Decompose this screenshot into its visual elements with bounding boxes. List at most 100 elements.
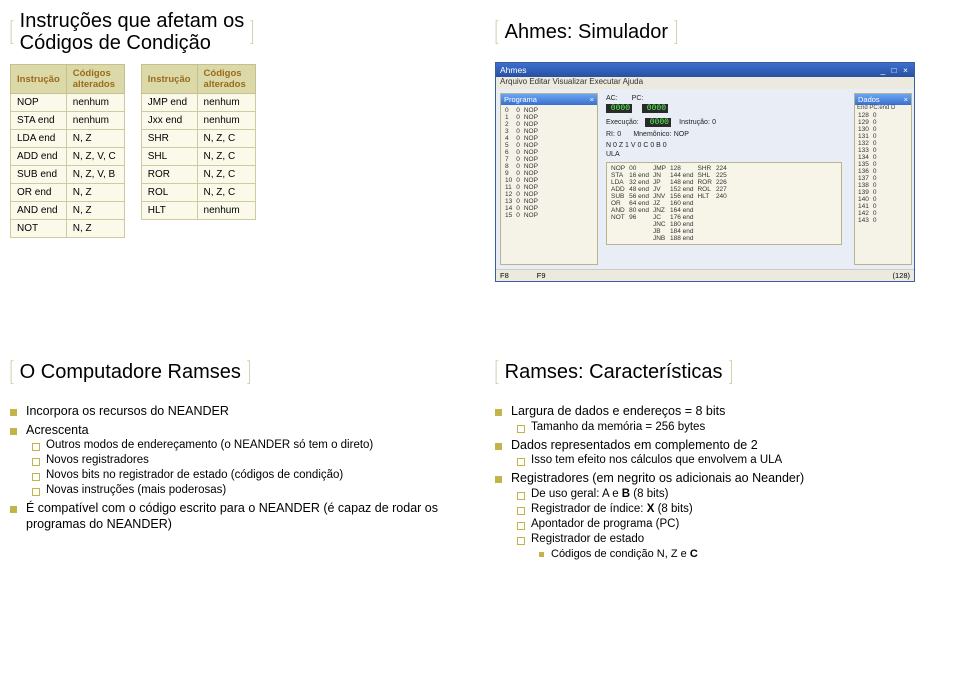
table-cell: NOP <box>522 163 540 170</box>
dados-list[interactable]: 1280129013001310132013301340135013601370… <box>856 112 878 224</box>
table-cell: JMP end <box>141 94 197 112</box>
table-cell: 128 <box>856 112 871 119</box>
table-cell: 0 <box>514 107 522 114</box>
table-cell <box>714 214 729 221</box>
table-cell: ADD end <box>11 148 67 166</box>
table-cond-2: Instrução Códigos alterados JMP endnenhu… <box>141 64 256 220</box>
table-cell: LDA end <box>11 130 67 148</box>
q4-b3c: Apontador de programa (PC) <box>517 517 955 532</box>
table-cell: 148 end <box>668 179 696 186</box>
table-cell <box>627 221 651 228</box>
lbl-instr: Instrução: <box>679 119 710 126</box>
table-cell: SHR <box>695 165 713 172</box>
th-cod2: Códigos alterados <box>197 65 255 94</box>
table-cell <box>714 221 729 228</box>
table-cell: 0 <box>514 205 522 212</box>
table-cell: 128 <box>668 165 696 172</box>
slide-ramses-char: [ Ramses: Características ] Largura de d… <box>495 348 955 668</box>
table-cell: Jxx end <box>141 112 197 130</box>
table-cell: NOP <box>609 165 627 172</box>
list-q4: Largura de dados e endereços = 8 bits Ta… <box>495 404 955 561</box>
table-cell: NOP <box>522 107 540 114</box>
table-cell: NOP <box>522 135 540 142</box>
table-cell: N, Z, C <box>197 130 255 148</box>
table-cell <box>627 235 651 242</box>
table-cell <box>609 235 627 242</box>
table-cell <box>695 228 713 235</box>
q4-b3: Registradores (em negrito os adicionais … <box>495 471 955 561</box>
table-cell: 132 <box>856 140 871 147</box>
foot-f8[interactable]: F8 <box>500 271 509 280</box>
heading-q1: [ Instruções que afetam os Códigos de Co… <box>10 8 470 56</box>
table-cell: 0 <box>514 128 522 135</box>
table-cell: N, Z, C <box>197 148 255 166</box>
table-cell: ADD <box>609 186 627 193</box>
table-cell <box>695 235 713 242</box>
table-cell: 227 <box>714 186 729 193</box>
table-cell: 0 <box>871 112 879 119</box>
list-q3: Incorpora os recursos do NEANDER Acresce… <box>10 404 470 532</box>
title-q1: Instruções que afetam os Códigos de Cond… <box>20 10 245 54</box>
table-cell: 0 <box>871 161 879 168</box>
dados-head: End PC:end D <box>855 105 911 111</box>
table-cell: OR end <box>11 184 67 202</box>
table-cell: 7 <box>503 156 514 163</box>
table-cell: NOP <box>11 94 67 112</box>
q3-b2c: Novos bits no registrador de estado (cód… <box>32 468 470 483</box>
val-mnem: NOP <box>674 131 689 138</box>
table-cell: N, Z, C <box>197 166 255 184</box>
window-controls[interactable]: _ □ × <box>880 65 910 75</box>
table-cell: 2 <box>503 121 514 128</box>
table-cell: 136 <box>856 168 871 175</box>
table-cell: 15 <box>503 212 514 219</box>
bracket-left-icon: [ <box>495 16 499 47</box>
table-cell: N, Z <box>66 130 124 148</box>
sim-titlebar: Ahmes _ □ × <box>496 63 914 77</box>
table-cell: 0 <box>514 121 522 128</box>
table-cell: 5 <box>503 142 514 149</box>
val-ri: 0 <box>617 131 621 138</box>
table-cell: 00 <box>627 165 651 172</box>
title-q3: O Computadore Ramses <box>20 361 241 383</box>
th-cod: Códigos alterados <box>66 65 124 94</box>
table-cell: 240 <box>714 193 729 200</box>
table-cell: 0 <box>514 184 522 191</box>
table-cell: NOP <box>522 128 540 135</box>
table-cell: N, Z <box>66 220 124 238</box>
table-cell <box>714 200 729 207</box>
table-cell <box>695 200 713 207</box>
table-cell: 0 <box>514 191 522 198</box>
table-cell <box>695 221 713 228</box>
table-cell: 139 <box>856 189 871 196</box>
table-cell: N, Z, C <box>197 184 255 202</box>
table-cell: 0 <box>871 210 879 217</box>
val-exec: 0000 <box>645 118 671 127</box>
table-cell: NOP <box>522 170 540 177</box>
table-cell: JP <box>651 179 668 186</box>
table-cell: JNC <box>651 221 668 228</box>
table-cell: ROL <box>695 186 713 193</box>
table-cell: 152 end <box>668 186 696 193</box>
programa-list[interactable]: 00NOP10NOP20NOP30NOP40NOP50NOP60NOP70NOP… <box>503 107 540 219</box>
foot-f9[interactable]: F9 <box>537 271 546 280</box>
table-cell: LDA <box>609 179 627 186</box>
table-cell <box>609 221 627 228</box>
table-cell: STA <box>609 172 627 179</box>
q4-b2: Dados representados em complemento de 2 … <box>495 438 955 469</box>
table-cell <box>609 228 627 235</box>
table-cell: AND <box>609 207 627 214</box>
table-cell: N, Z <box>66 184 124 202</box>
table-cell: JN <box>651 172 668 179</box>
table-cell: NOP <box>522 191 540 198</box>
sim-menubar[interactable]: Arquivo Editar Visualizar Executar Ajuda <box>496 77 914 89</box>
table-cell: 10 <box>503 177 514 184</box>
table-cell: 1 <box>503 114 514 121</box>
table-cell: JMP <box>651 165 668 172</box>
q4-b3a: De uso geral: A e B (8 bits) <box>517 487 955 502</box>
table-cell: JZ <box>651 200 668 207</box>
table-cell: NOP <box>522 156 540 163</box>
table-cell: 0 <box>514 156 522 163</box>
panel-dados: Dados× End PC:end D 12801290130013101320… <box>854 93 912 265</box>
q4-b3d: Registrador de estado Códigos de condiçã… <box>517 532 955 561</box>
heading-q2: [ Ahmes: Simulador ] <box>495 8 955 56</box>
